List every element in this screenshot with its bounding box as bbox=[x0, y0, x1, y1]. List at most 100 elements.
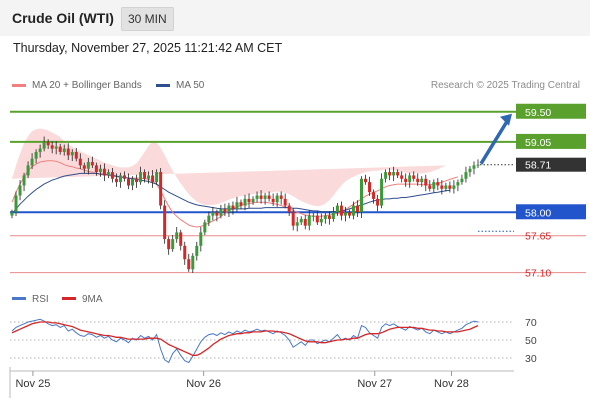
candle-body bbox=[90, 162, 94, 166]
candle-body bbox=[267, 195, 271, 199]
candle-body bbox=[18, 185, 22, 196]
candle-body bbox=[46, 141, 50, 146]
candle-body bbox=[122, 175, 126, 179]
candle-body bbox=[287, 205, 291, 213]
candle-body bbox=[78, 158, 82, 166]
candle-body bbox=[235, 202, 239, 209]
candle-body bbox=[452, 185, 456, 189]
candle-body bbox=[424, 178, 428, 186]
candle-body bbox=[94, 165, 98, 173]
candle-body bbox=[70, 151, 74, 156]
candle-body bbox=[464, 172, 468, 179]
candle-body bbox=[323, 215, 327, 219]
candle-body bbox=[440, 185, 444, 189]
candle-body bbox=[30, 158, 34, 166]
candle-body bbox=[271, 198, 275, 203]
level-label-58.00: 58.00 bbox=[525, 207, 551, 219]
candle-body bbox=[127, 178, 130, 186]
candle-body bbox=[351, 205, 355, 216]
candle-body bbox=[66, 148, 70, 156]
x-tick-label-2: Nov 27 bbox=[357, 378, 392, 390]
candle-body bbox=[98, 168, 102, 173]
candle-body bbox=[139, 172, 143, 183]
candle-body bbox=[223, 208, 227, 213]
rsi-series-RSI bbox=[11, 318, 479, 364]
candle-body bbox=[243, 198, 247, 206]
candle-body bbox=[86, 162, 90, 169]
timestamp: Thursday, November 27, 2025 11:21:42 AM … bbox=[13, 41, 283, 55]
candle-body bbox=[416, 178, 420, 183]
candle-body bbox=[135, 178, 139, 183]
level-tag-59.50 bbox=[516, 103, 586, 119]
candle-body bbox=[203, 222, 207, 233]
candle-body bbox=[251, 198, 255, 203]
candle-body bbox=[436, 182, 440, 186]
candle-body bbox=[476, 164, 480, 166]
candle-body bbox=[106, 172, 110, 176]
candle-body bbox=[34, 151, 38, 159]
candle-body bbox=[412, 175, 416, 179]
ma50-swatch bbox=[156, 83, 170, 87]
candle-body bbox=[42, 141, 46, 149]
candles bbox=[10, 136, 480, 273]
x-tick-label-0: Nov 25 bbox=[15, 378, 50, 390]
candle-body bbox=[376, 198, 380, 206]
candle-body bbox=[327, 215, 331, 219]
candle-body bbox=[279, 195, 283, 199]
candle-body bbox=[247, 198, 251, 203]
candle-body bbox=[303, 218, 307, 226]
candle-body bbox=[207, 215, 211, 223]
x-tick-label-1: Nov 26 bbox=[186, 378, 221, 390]
candle-body bbox=[275, 195, 279, 203]
candle-body bbox=[187, 259, 191, 270]
timeframe-badge[interactable]: 30 MIN bbox=[121, 7, 174, 31]
candle-body bbox=[472, 165, 476, 169]
candle-body bbox=[448, 185, 452, 189]
candle-body bbox=[167, 239, 171, 250]
candle-body bbox=[191, 255, 195, 270]
level-label-59.50: 59.50 bbox=[525, 107, 551, 119]
candle-body bbox=[263, 195, 267, 199]
candle-body bbox=[428, 185, 432, 189]
candle-body bbox=[110, 172, 114, 179]
candle-body bbox=[50, 145, 54, 149]
candle-body bbox=[58, 146, 62, 152]
candle-body bbox=[343, 212, 347, 216]
rsi-legend-swatch-RSI bbox=[12, 297, 26, 300]
candle-body bbox=[255, 195, 259, 199]
rsi-tick-70: 70 bbox=[525, 317, 537, 329]
candle-body bbox=[118, 175, 122, 183]
candle-body bbox=[183, 245, 187, 260]
candle-body bbox=[22, 175, 26, 186]
candle-body bbox=[54, 146, 58, 149]
level-tag-59.05 bbox=[516, 133, 586, 149]
candle-body bbox=[307, 215, 311, 226]
level-label-57.65: 57.65 bbox=[525, 231, 551, 243]
candle-body bbox=[231, 205, 235, 209]
candle-body bbox=[311, 215, 315, 217]
candle-body bbox=[219, 208, 223, 216]
candle-body bbox=[102, 168, 106, 176]
candle-body bbox=[355, 205, 359, 213]
rsi-tick-50: 50 bbox=[525, 335, 537, 347]
candle-body bbox=[199, 232, 203, 246]
candle-body bbox=[26, 165, 30, 176]
candle-body bbox=[368, 182, 372, 193]
x-tick-label-3: Nov 28 bbox=[434, 378, 469, 390]
candle-body bbox=[151, 175, 155, 183]
candle-body bbox=[155, 172, 159, 183]
candle-body bbox=[432, 182, 436, 189]
candle-body bbox=[143, 172, 147, 179]
candle-body bbox=[400, 175, 404, 179]
candle-body bbox=[259, 195, 263, 199]
candle-body bbox=[456, 182, 460, 186]
candle-body bbox=[14, 195, 18, 213]
candle-body bbox=[159, 172, 163, 206]
candle-body bbox=[74, 151, 78, 159]
candle-body bbox=[315, 215, 319, 223]
candle-body bbox=[380, 178, 384, 206]
rsi-series-9MA bbox=[11, 321, 479, 356]
candle-body bbox=[384, 172, 388, 179]
level-label-59.05: 59.05 bbox=[525, 137, 551, 149]
